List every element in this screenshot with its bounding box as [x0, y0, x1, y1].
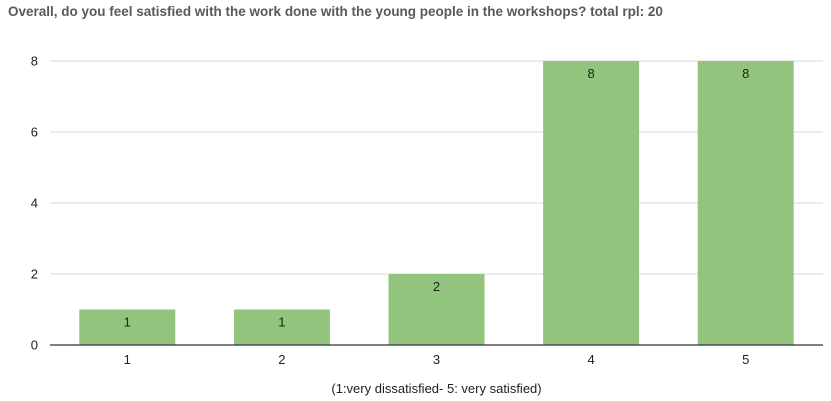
data-label: 1 — [124, 315, 131, 330]
y-tick-label: 0 — [31, 338, 38, 353]
x-tick-label: 1 — [124, 352, 131, 367]
chart-title: Overall, do you feel satisfied with the … — [8, 4, 663, 19]
data-label: 8 — [742, 66, 749, 81]
bar — [543, 61, 640, 345]
x-tick-label: 4 — [587, 352, 594, 367]
data-label: 1 — [278, 315, 285, 330]
bar — [697, 61, 794, 345]
y-tick-label: 8 — [31, 54, 38, 69]
bar — [233, 309, 330, 345]
bar — [79, 309, 176, 345]
y-tick-label: 2 — [31, 267, 38, 282]
y-tick-label: 6 — [31, 125, 38, 140]
x-axis-title: (1:very dissatisfied- 5: very satisfied) — [331, 381, 541, 396]
x-tick-label: 3 — [433, 352, 440, 367]
data-label: 8 — [587, 66, 594, 81]
data-label: 2 — [433, 279, 440, 294]
x-tick-label: 5 — [742, 352, 749, 367]
y-tick-label: 4 — [31, 196, 38, 211]
x-tick-label: 2 — [278, 352, 285, 367]
bar — [388, 274, 485, 345]
